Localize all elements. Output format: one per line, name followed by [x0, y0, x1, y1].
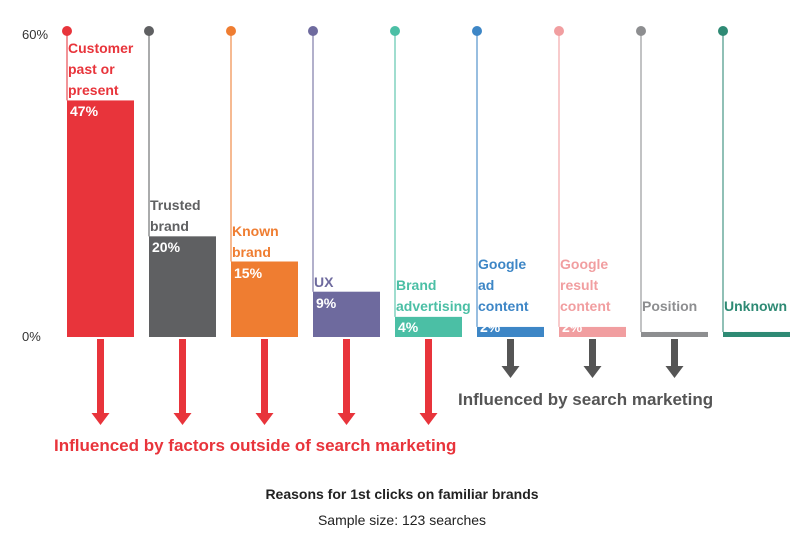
arrow: [255, 413, 274, 425]
category-label: Customer past or present: [68, 40, 134, 99]
bar: [231, 261, 298, 337]
bar: [149, 236, 216, 337]
leader-dot: [308, 26, 318, 36]
bar: [641, 331, 708, 337]
category-label: Unknown: [724, 298, 787, 314]
arrow: [91, 413, 110, 425]
category-label: Known brand: [232, 222, 279, 260]
annotation: Influenced by factors outside of search …: [54, 436, 457, 455]
category-label: Trusted brand: [150, 197, 201, 235]
leader-dot: [636, 26, 646, 36]
category-label: Brand advertising: [396, 277, 471, 314]
category-label: Position: [642, 298, 698, 314]
y-tick-label: 0%: [22, 329, 41, 344]
y-tick-label: 60%: [22, 27, 49, 42]
value-label: 1%: [726, 319, 747, 335]
category-label: Google result content: [560, 256, 611, 314]
chart-subtitle: Sample size: 123 searches: [317, 512, 487, 528]
leader-dot: [472, 26, 482, 36]
bar: [395, 316, 462, 337]
category-label: Google ad content: [478, 256, 529, 314]
leader-dot: [144, 26, 154, 36]
value-label: 47%: [70, 103, 99, 120]
annotation: Influenced by search marketing: [458, 390, 714, 409]
category-label: UX: [314, 273, 334, 290]
arrow: [501, 366, 520, 378]
arrow: [173, 413, 192, 425]
chart-title: Reasons for 1st clicks on familiar brand…: [265, 486, 539, 502]
value-label: 20%: [152, 239, 181, 256]
arrow: [583, 366, 602, 378]
leader-dot: [718, 26, 728, 36]
value-label: 2%: [562, 319, 583, 335]
value-label: 4%: [398, 319, 419, 335]
arrow: [337, 413, 356, 425]
value-label: 2%: [480, 319, 501, 335]
bar: [67, 100, 134, 337]
arrow: [665, 366, 684, 378]
value-label: 9%: [316, 294, 337, 311]
leader-dot: [226, 26, 236, 36]
leader-dot: [390, 26, 400, 36]
bar: [723, 331, 790, 337]
arrow: [419, 413, 438, 425]
bar: [313, 291, 380, 337]
bar: [477, 326, 544, 337]
value-label: 1%: [644, 319, 665, 335]
bar: [559, 326, 626, 337]
leader-dot: [62, 26, 72, 36]
leader-dot: [554, 26, 564, 36]
value-label: 15%: [234, 264, 263, 281]
